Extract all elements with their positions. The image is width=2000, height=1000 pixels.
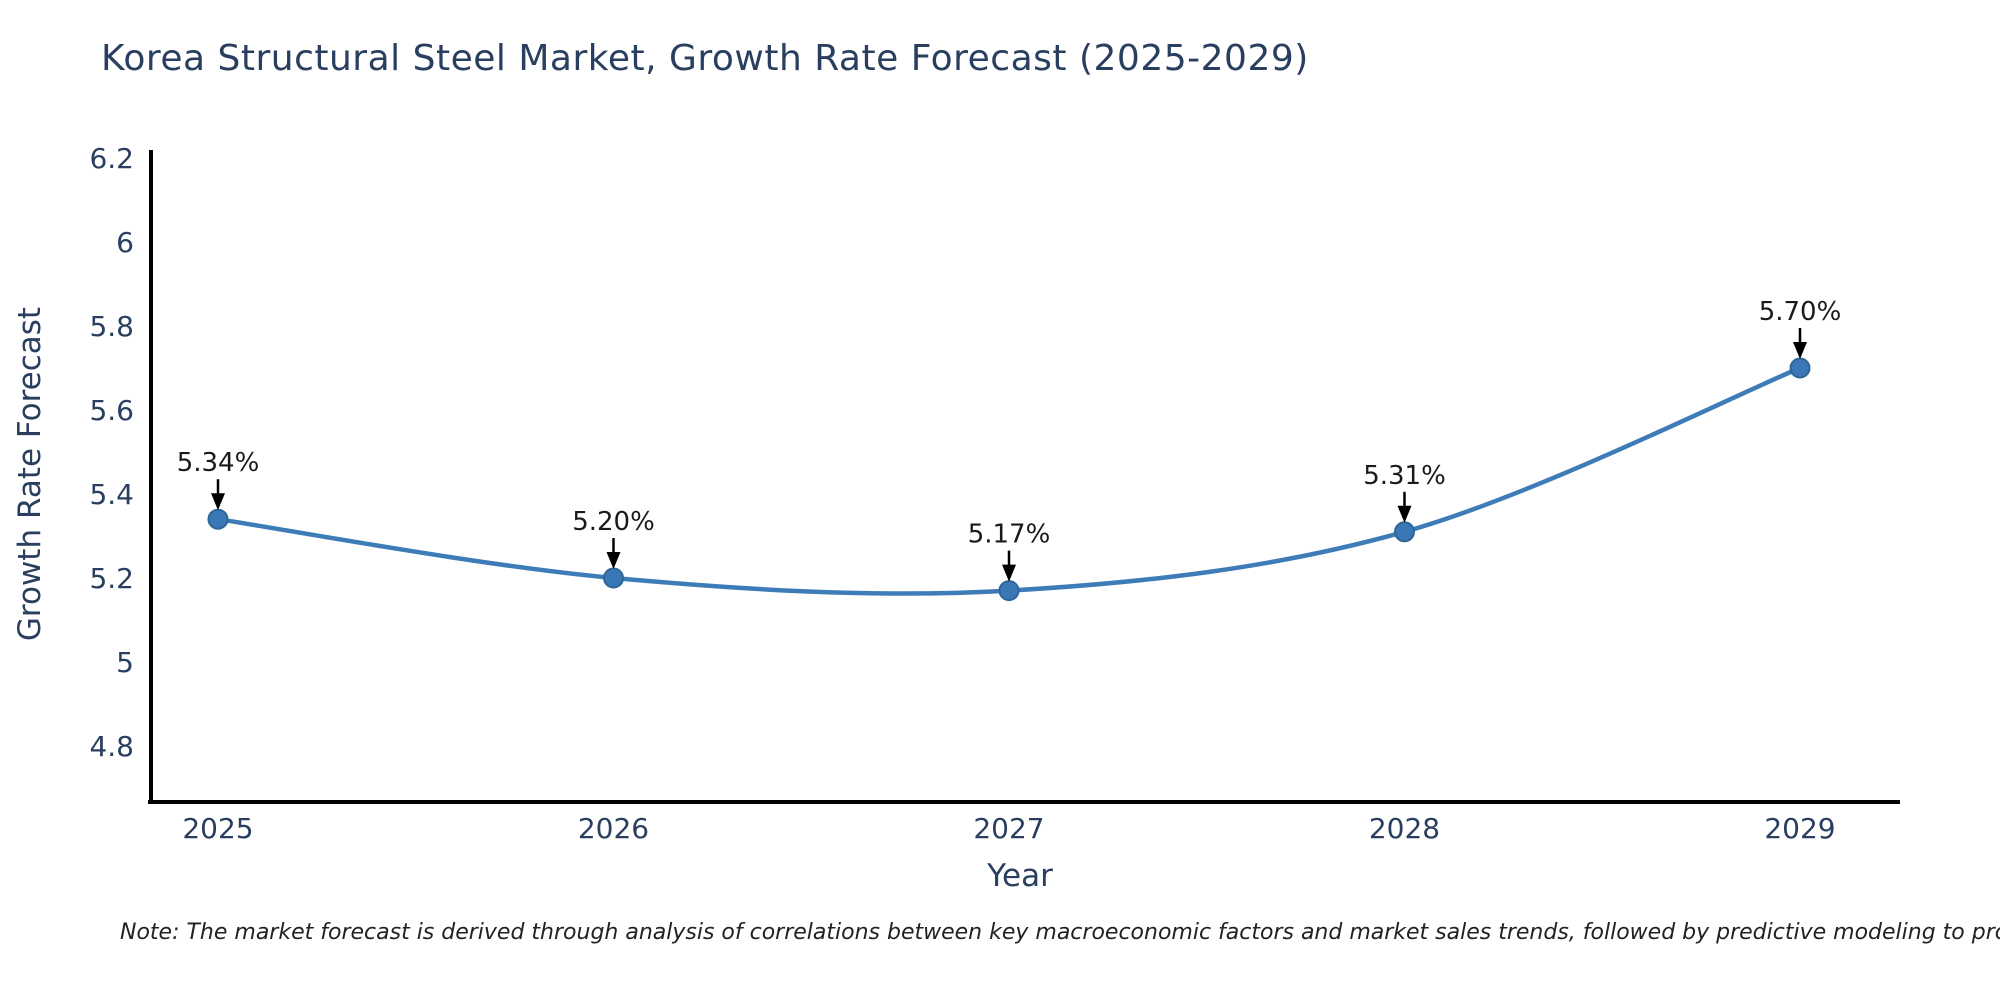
annotation-arrowhead (606, 552, 621, 569)
annotation-label: 5.17% (968, 520, 1051, 550)
data-point-2026 (603, 567, 624, 589)
x-tick-label: 2026 (578, 812, 649, 845)
y-tick-label: 6 (116, 226, 134, 259)
y-axis-title: Growth Rate Forecast (12, 306, 48, 642)
data-point-2027 (998, 580, 1020, 602)
y-tick-label: 5 (116, 646, 134, 679)
x-tick-label: 2025 (182, 812, 253, 845)
data-point-2028 (1394, 521, 1415, 543)
data-point-2025 (207, 508, 229, 530)
data-point-2029 (1789, 357, 1811, 379)
annotation-arrowhead (1793, 342, 1807, 359)
annotation-label: 5.31% (1363, 461, 1446, 491)
y-tick-label: 6.2 (89, 142, 134, 175)
chart-title: Korea Structural Steel Market, Growth Ra… (101, 38, 1309, 79)
annotation-label: 5.20% (572, 507, 655, 537)
annotation-arrowhead (211, 493, 225, 511)
y-tick-label: 4.8 (89, 730, 134, 763)
y-tick-label: 5.8 (89, 310, 134, 343)
y-tick-label: 5.2 (89, 562, 134, 595)
annotation-label: 5.34% (177, 448, 260, 478)
x-tick-label: 2028 (1369, 812, 1440, 845)
x-tick-label: 2027 (973, 812, 1044, 845)
footnote: Note: The market forecast is derived thr… (120, 920, 2000, 945)
y-tick-label: 5.4 (89, 478, 134, 511)
annotation-arrowhead (1002, 564, 1016, 582)
annotation-label: 5.70% (1759, 297, 1842, 327)
y-tick-label: 5.6 (89, 394, 134, 427)
x-tick-label: 2029 (1764, 812, 1835, 845)
x-axis-title: Year (987, 858, 1053, 894)
annotation-arrowhead (1397, 505, 1412, 523)
